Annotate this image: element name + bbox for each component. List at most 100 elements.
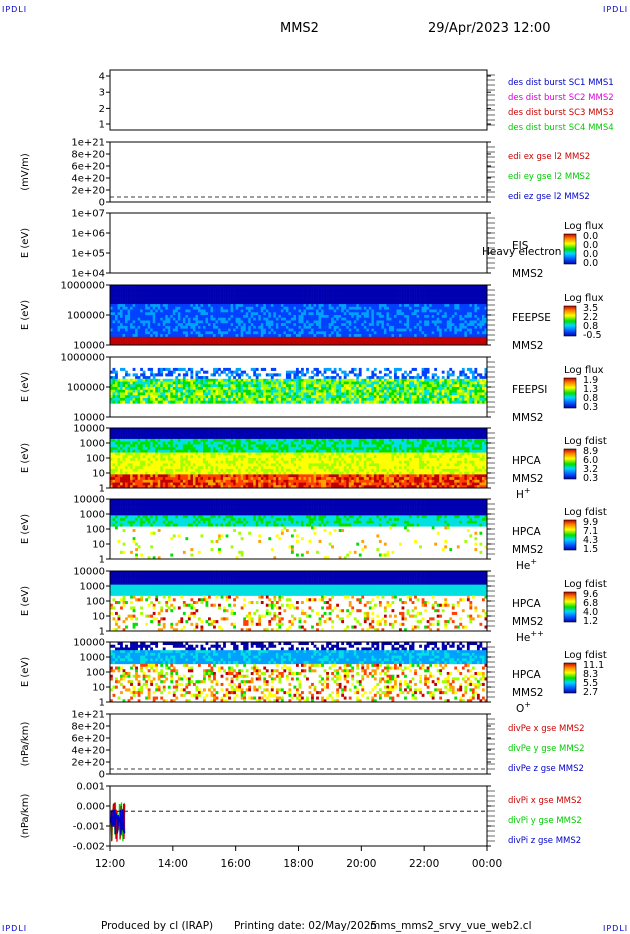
legend-entry: edi ez gse l2 MMS2 (508, 192, 590, 202)
y-tick-label: 1000 (80, 582, 105, 593)
y-tick-label: 10000 (73, 495, 105, 506)
species-label: O+ (516, 700, 531, 715)
y-axis-label: (mV/m) (20, 153, 31, 191)
y-tick-label: 1e+21 (71, 138, 105, 149)
y-tick-label: 0.001 (76, 782, 105, 793)
panel-frame (110, 213, 487, 273)
instrument-label: FEEPSI (512, 384, 547, 396)
legend-entry: edi ey gse l2 MMS2 (508, 172, 590, 182)
x-tick-label: 12:00 (95, 858, 125, 870)
y-axis-label: E (eV) (20, 372, 31, 402)
y-tick-label: -0.001 (73, 822, 105, 833)
colorbar-tick-label: 0.3 (583, 473, 598, 484)
legend-entry: divPe y gse MMS2 (508, 744, 585, 754)
species-label: He+ (516, 557, 537, 572)
colorbar-tick-label: 0.3 (583, 402, 598, 413)
y-tick-label: 1e+07 (71, 209, 105, 220)
spectrogram-p8 (110, 571, 487, 631)
spacecraft-label: MMS2 (512, 268, 543, 280)
x-tick-label: 16:00 (221, 858, 251, 870)
spacecraft-label: MMS2 (512, 340, 543, 352)
colorbar (564, 592, 576, 622)
colorbar-tick-label: 0.0 (583, 258, 598, 269)
colorbar (564, 378, 576, 408)
y-axis-label: E (eV) (20, 514, 31, 544)
species-label: H+ (516, 486, 531, 501)
colorbar (564, 234, 576, 264)
y-tick-label: 100000 (67, 311, 105, 322)
y-tick-label: 1000 (80, 439, 105, 450)
footer-printing-date: Printing date: 02/May/2025 (234, 920, 377, 932)
y-axis-label: E (eV) (20, 228, 31, 258)
y-axis-label: E (eV) (20, 300, 31, 330)
legend-entry: des dist burst SC4 MMS4 (508, 123, 614, 133)
y-tick-label: 100 (86, 525, 105, 536)
spacecraft-label: MMS2 (512, 473, 543, 485)
x-tick-label: 14:00 (158, 858, 188, 870)
spectrogram-p4 (110, 285, 487, 345)
spacecraft-label: MMS2 (512, 616, 543, 628)
y-tick-label: 10000 (73, 341, 105, 352)
y-tick-label: 1000000 (60, 353, 105, 364)
legend-entry: divPe x gse MMS2 (508, 724, 585, 734)
y-tick-label: 1e+05 (71, 249, 105, 260)
panel-frame (110, 786, 487, 846)
divpi-traces (111, 802, 125, 841)
y-tick-label: 10 (92, 540, 105, 551)
y-axis-label: E (eV) (20, 586, 31, 616)
spacecraft-label: MMS2 (512, 544, 543, 556)
spectrogram-p7 (110, 499, 487, 559)
colorbar-tick-label: -0.5 (583, 330, 602, 341)
y-axis-label: (nPa/km) (20, 722, 31, 767)
y-tick-label: 10 (92, 683, 105, 694)
y-axis-label: E (eV) (20, 657, 31, 687)
legend-entry: divPi x gse MMS2 (508, 796, 582, 806)
y-tick-label: 1e+04 (71, 269, 105, 280)
y-tick-label: 1 (99, 484, 105, 495)
spectrogram-p6 (110, 428, 487, 488)
x-tick-label: 22:00 (409, 858, 439, 870)
y-tick-label: 4 (99, 72, 105, 83)
legend-entry: des dist burst SC3 MMS3 (508, 108, 614, 118)
y-tick-label: 8e+20 (71, 150, 105, 161)
species-label: He++ (516, 629, 544, 644)
y-tick-label: 10000 (73, 424, 105, 435)
legend-entry: divPe z gse MMS2 (508, 764, 584, 774)
colorbar (564, 449, 576, 479)
y-tick-label: 10000 (73, 413, 105, 424)
legend-entry: divPi z gse MMS2 (508, 836, 581, 846)
y-tick-label: 1000 (80, 510, 105, 521)
y-tick-label: 100 (86, 454, 105, 465)
y-tick-label: -0.002 (73, 842, 105, 853)
panel-frame (110, 70, 487, 130)
colorbar (564, 306, 576, 336)
spectrogram-p9 (110, 642, 487, 702)
colorbar-tick-label: 1.5 (583, 544, 598, 555)
spacecraft-label: MMS2 (512, 412, 543, 424)
spectrogram-p5 (110, 368, 487, 404)
instrument-label: HPCA (512, 669, 542, 681)
instrument-label: HPCA (512, 598, 542, 610)
y-tick-label: 2 (99, 104, 105, 115)
y-tick-label: 1000 (80, 653, 105, 664)
x-tick-label: 20:00 (346, 858, 376, 870)
y-tick-label: 4e+20 (71, 746, 105, 757)
legend-entry: edi ex gse l2 MMS2 (508, 152, 590, 162)
y-tick-label: 100000 (67, 383, 105, 394)
y-tick-label: 10 (92, 612, 105, 623)
y-tick-label: 3 (99, 88, 105, 99)
y-tick-label: 1000000 (60, 281, 105, 292)
y-tick-label: 1 (99, 627, 105, 638)
y-tick-label: 0.000 (76, 802, 105, 813)
panel-frame (110, 142, 487, 202)
colorbar (564, 520, 576, 550)
